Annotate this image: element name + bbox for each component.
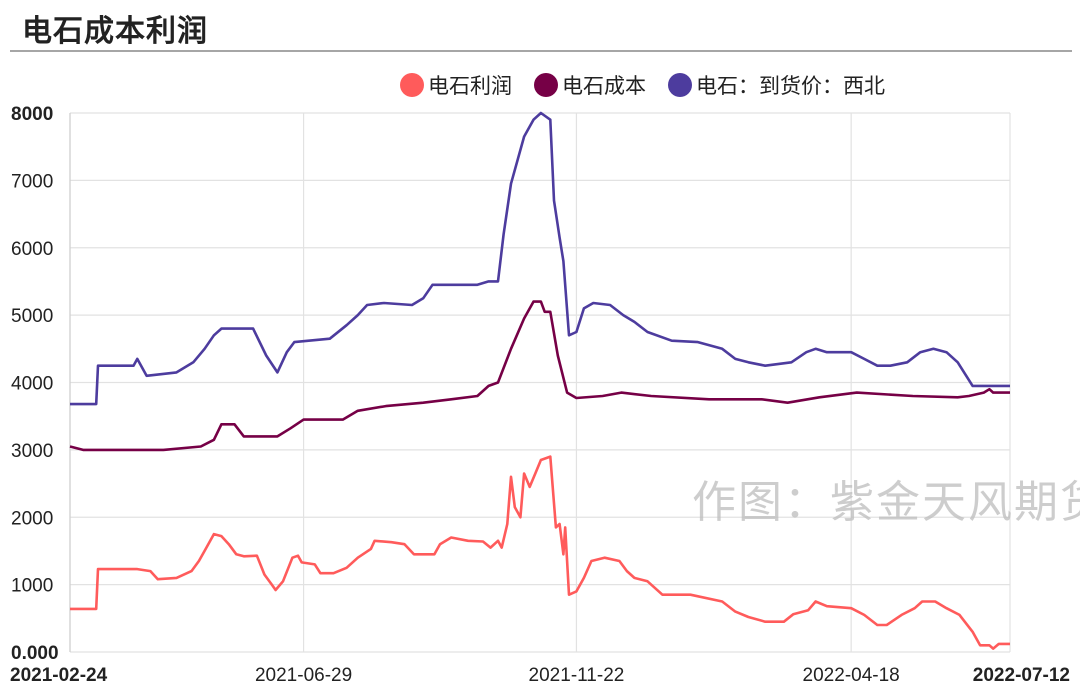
- y-tick-label: 1000: [11, 576, 53, 597]
- chart-legend: 电石利润 电石成本 电石：到货价：西北: [400, 70, 907, 100]
- y-tick-label: 8000: [11, 104, 53, 125]
- x-tick-label: 2022-07-12: [973, 665, 1070, 686]
- x-tick-label: 2021-11-22: [529, 665, 625, 686]
- legend-item-profit[interactable]: 电石利润: [400, 70, 512, 100]
- series-lines: [69, 111, 1010, 650]
- series-line-price: [70, 111, 1010, 406]
- grid-lines: [69, 112, 1011, 653]
- watermark: 作图：紫金天风期货: [692, 477, 1080, 528]
- legend-item-cost[interactable]: 电石成本: [534, 70, 646, 100]
- legend-marker-profit: [400, 73, 424, 97]
- legend-label-profit: 电石利润: [428, 74, 512, 98]
- legend-label-price: 电石：到货价：西北: [696, 74, 885, 98]
- y-axis-tick-labels: 0.000 1000 2000 3000 4000 5000 6000 7000 8000: [11, 104, 59, 664]
- title-divider: [10, 50, 1072, 52]
- y-tick-label: 5000: [11, 306, 53, 327]
- x-tick-label: 2021-06-29: [255, 665, 352, 686]
- x-axis-tick-labels: 2021-02-24 2021-06-29 2021-11-22 2022-04-18…: [10, 665, 1070, 686]
- y-tick-label: 4000: [11, 374, 53, 395]
- y-tick-label: 0.000: [11, 643, 59, 664]
- legend-marker-price: [668, 73, 692, 97]
- series-line-profit: [70, 455, 1010, 650]
- legend-label-cost: 电石成本: [562, 74, 646, 98]
- x-tick-label: 2022-04-18: [803, 665, 900, 686]
- y-tick-label: 6000: [11, 239, 53, 260]
- legend-item-price[interactable]: 电石：到货价：西北: [668, 70, 885, 100]
- y-tick-label: 3000: [11, 441, 53, 462]
- series-line-cost: [69, 300, 1010, 452]
- legend-marker-cost: [534, 73, 558, 97]
- x-tick-label: 2021-02-24: [10, 665, 108, 686]
- chart-title: 电石成本利润: [22, 14, 208, 49]
- y-tick-label: 2000: [11, 508, 53, 529]
- y-tick-label: 7000: [11, 171, 53, 192]
